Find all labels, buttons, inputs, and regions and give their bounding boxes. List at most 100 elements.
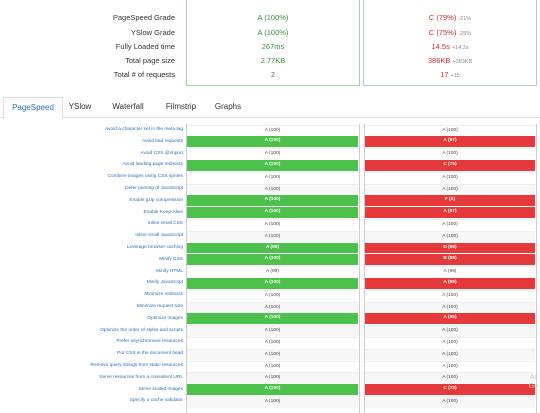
rule-name-link[interactable]: Minify HTML <box>156 268 183 274</box>
table-row: Enable gzip compression A (100) F (0) <box>0 195 540 207</box>
rule-name-link[interactable]: Avoid CSS @import <box>140 150 183 156</box>
rule-score-a: A (100) <box>187 254 358 265</box>
rule-score-b: A (97) <box>365 136 535 147</box>
summary-value-a: A (100%) <box>257 28 289 37</box>
rule-score-b: A (100) <box>365 124 535 137</box>
summary-delta: -25% <box>458 31 472 37</box>
table-row: Specify a cache validator A (100) A (100) <box>0 395 540 408</box>
summary-value-b: 17 +15 <box>364 67 536 82</box>
summary-column-a: A (100%) A (100%) 267ms 2.77KB 2 <box>186 0 360 86</box>
rule-name-link[interactable]: Prefer asynchronous resources <box>116 339 183 345</box>
rule-name-link[interactable]: Serve resources from a consistent URL <box>99 374 183 380</box>
summary-value-a: 267ms <box>261 42 285 51</box>
rule-name-link[interactable]: Remove query strings from static resourc… <box>90 363 183 368</box>
rule-name-link[interactable]: Combine images using CSS sprites <box>107 174 183 180</box>
rule-name-link[interactable]: Inline small JavaScript <box>135 233 183 239</box>
rule-score-b: C (73) <box>365 384 535 395</box>
rule-name-link[interactable]: Inline small CSS <box>147 221 183 227</box>
rule-name-link[interactable]: Specify a cache validator <box>129 398 183 404</box>
table-row: Remove query strings from static resourc… <box>0 360 540 373</box>
rule-score-a: A (100) <box>187 384 358 395</box>
rule-score-b: B (88) <box>365 254 535 265</box>
summary-value-b: C (79%) -21% <box>364 10 536 25</box>
tab-pagespeed[interactable]: PageSpeed <box>3 97 63 119</box>
rule-score-a: A (100) <box>187 395 358 408</box>
table-row: Avoid bad requests A (100) A (97) <box>0 136 540 148</box>
rule-score-b: A (100) <box>365 325 535 337</box>
rule-score-a: A (100) <box>187 372 358 384</box>
rule-score-a: A (100) <box>187 148 358 160</box>
tab-graphs[interactable]: Graphs <box>214 102 242 111</box>
table-row: Minify CSS A (100) B (88) <box>0 254 540 266</box>
table-row: Combine images using CSS sprites A (100) A… <box>0 171 540 184</box>
rule-score-b: C (75) <box>365 159 535 171</box>
activate-watermark: Ac Go <box>528 374 538 390</box>
rule-score-a: A (99) <box>187 266 358 278</box>
rule-score-a: A (100) <box>187 136 358 147</box>
rule-score-b: A (95) <box>365 313 535 324</box>
rule-score-b: A (99) <box>365 277 535 289</box>
rule-name-link[interactable]: Minify JavaScript <box>146 280 183 286</box>
rule-score-a: A (100) <box>187 325 358 337</box>
rule-name-link[interactable]: Minify CSS <box>159 256 183 262</box>
rule-score-a: A (100) <box>187 289 358 302</box>
rule-score-b: A (100) <box>365 336 535 349</box>
rule-score-b: A (100) <box>365 372 535 384</box>
summary-value-b-text: 17 <box>440 70 449 79</box>
summary-value-b-text: 14.5s <box>431 42 450 51</box>
rule-score-a: A (100) <box>187 195 358 206</box>
summary-value-b: C (75%) -25% <box>364 25 536 40</box>
rule-score-a: A (100) <box>187 360 358 373</box>
rule-score-b: A (100) <box>365 301 535 314</box>
summary-delta: +383KB <box>452 59 473 65</box>
rule-name-link[interactable]: Serve scaled images <box>138 386 183 392</box>
rule-name-link[interactable]: Minimize redirects <box>144 292 183 298</box>
rule-score-b: A (100) <box>365 171 535 184</box>
rule-name-link[interactable]: Avoid landing page redirects <box>122 162 183 168</box>
tab-yslow[interactable]: YSlow <box>68 102 92 111</box>
table-row: Serve scaled images A (100) C (73) <box>0 384 540 396</box>
rule-name-link[interactable]: Avoid bad requests <box>142 138 183 144</box>
table-row: Avoid a character set in the meta tag A (… <box>0 124 540 137</box>
summary-value-a: A (100%) <box>257 13 289 22</box>
rule-score-b: A (100) <box>365 289 535 302</box>
summary-value-b-text: C (75%) <box>428 28 457 37</box>
rule-score-a: A (100) <box>187 218 358 231</box>
rule-score-a: A (100) <box>187 336 358 349</box>
tab-waterfall[interactable]: Waterfall <box>112 102 144 111</box>
rule-score-b: A (99) <box>365 266 535 278</box>
rule-name-link[interactable]: Enable gzip compression <box>129 197 183 203</box>
table-row: Minify HTML A (99) A (99) <box>0 266 540 278</box>
rule-score-b: A (100) <box>365 360 535 373</box>
summary-value-b: 386KB +383KB <box>364 53 536 68</box>
table-row: Inline small JavaScript A (100) A (100) <box>0 230 540 243</box>
rule-score-b: F (0) <box>365 195 535 206</box>
summary-delta: -21% <box>458 16 472 22</box>
rule-name-link[interactable]: Enable Keep-Alive <box>143 209 183 215</box>
rule-score-a: A (100) <box>187 348 358 361</box>
rule-name-link[interactable]: Minimize request size <box>136 304 183 309</box>
table-row: Serve resources from a consistent URL A (… <box>0 372 540 384</box>
rule-name-link[interactable]: Defer parsing of JavaScript <box>125 186 183 191</box>
rule-score-b: A (100) <box>365 348 535 361</box>
table-row: Put CSS in the document head A (100) A (10… <box>0 348 540 361</box>
table-row: Optimize the order of styles and scripts… <box>0 325 540 337</box>
summary-delta: +14.2s <box>451 45 469 51</box>
rule-name-link[interactable]: Optimize the order of styles and scripts <box>100 327 183 333</box>
rule-name-link[interactable]: Put CSS in the document head <box>117 351 183 357</box>
rule-score-b: D (68) <box>365 242 535 254</box>
rule-score-a: A (100) <box>187 277 358 289</box>
rule-score-b: A (100) <box>365 230 535 243</box>
column-a-frame <box>186 124 360 413</box>
rule-name-link[interactable]: Leverage browser caching <box>126 245 183 250</box>
tab-filmstrip[interactable]: Filmstrip <box>165 102 197 111</box>
rule-name-link[interactable]: Optimize images <box>147 315 183 321</box>
rule-name-link[interactable]: Avoid a character set in the meta tag <box>104 127 183 132</box>
summary-labels: PageSpeed Grade YSlow Grade Fully Loaded t… <box>0 0 175 86</box>
summary-column-b: C (79%) -21% C (75%) -25% 14.5s +14.2s 386KB +3… <box>363 0 537 86</box>
table-row: Enable Keep-Alive A (100) A (97) <box>0 207 540 219</box>
rule-score-a: A (100) <box>187 159 358 171</box>
table-row: Avoid landing page redirects A (100) C (75… <box>0 159 540 171</box>
rule-score-b: A (100) <box>365 395 535 408</box>
column-b-frame <box>364 124 537 413</box>
